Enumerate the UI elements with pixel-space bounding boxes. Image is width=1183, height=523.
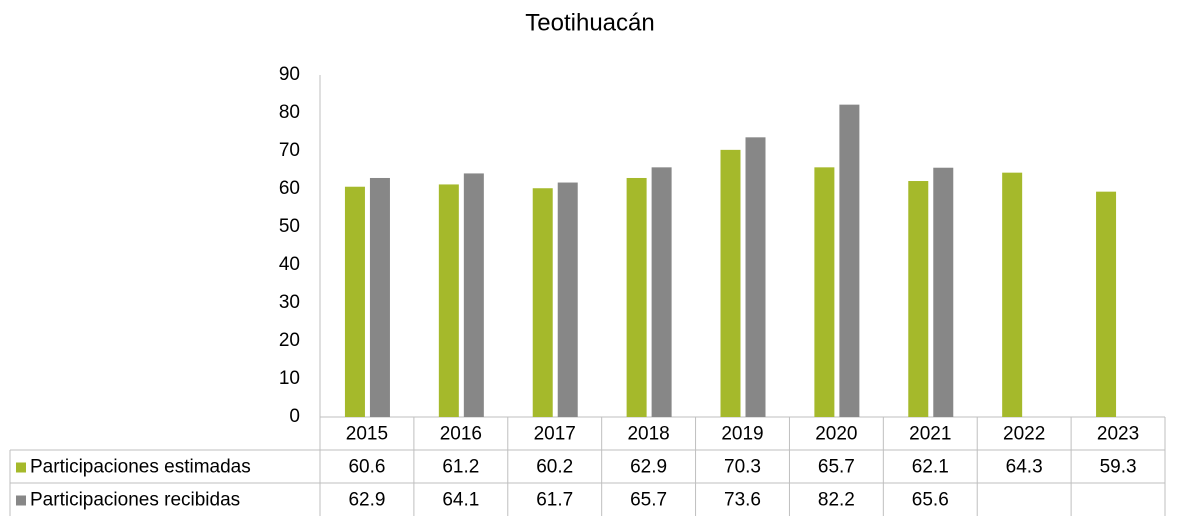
- bar: [720, 149, 741, 418]
- x-tick-label: 2022: [1003, 424, 1045, 445]
- x-tick-label: 2021: [909, 424, 951, 445]
- legend-label: Participaciones recibidas: [30, 490, 240, 511]
- x-tick-label: 2019: [721, 424, 763, 445]
- bar: [344, 186, 365, 417]
- y-tick-label: 0: [289, 406, 300, 427]
- y-tick-label: 50: [279, 216, 300, 237]
- y-tick-label: 20: [279, 330, 300, 351]
- table-value: 61.2: [442, 457, 479, 478]
- y-tick-label: 30: [279, 292, 300, 313]
- x-tick-label: 2018: [627, 424, 669, 445]
- bar: [745, 137, 766, 417]
- x-tick-label: 2016: [440, 424, 482, 445]
- bar: [463, 173, 484, 417]
- legend-label: Participaciones estimadas: [30, 457, 251, 478]
- table-value: 62.1: [912, 457, 949, 478]
- legend-marker: [16, 462, 26, 473]
- bar: [933, 167, 954, 417]
- bar: [438, 184, 459, 417]
- x-tick-label: 2020: [815, 424, 857, 445]
- y-tick-label: 90: [279, 64, 300, 85]
- bar: [908, 181, 929, 417]
- y-tick-label: 40: [279, 254, 300, 275]
- table-value: 61.7: [536, 490, 573, 511]
- table-value: 65.7: [818, 457, 855, 478]
- bar: [1096, 191, 1117, 417]
- table-value: 64.1: [442, 490, 479, 511]
- table-value: 59.3: [1100, 457, 1137, 478]
- table-value: 60.2: [536, 457, 573, 478]
- chart-title: Teotihuacán: [525, 9, 654, 36]
- table-value: 73.6: [724, 490, 761, 511]
- x-tick-label: 2023: [1097, 424, 1139, 445]
- table-value: 65.6: [912, 490, 949, 511]
- bar: [839, 104, 860, 417]
- y-tick-label: 70: [279, 140, 300, 161]
- bar: [651, 167, 672, 417]
- table-value: 62.9: [630, 457, 667, 478]
- table-value: 70.3: [724, 457, 761, 478]
- x-tick-label: 2015: [346, 424, 388, 445]
- y-tick-label: 10: [279, 368, 300, 389]
- bar: [626, 177, 647, 417]
- table-value: 65.7: [630, 490, 667, 511]
- bar: [532, 188, 553, 417]
- table-value: 60.6: [348, 457, 385, 478]
- table-value: 64.3: [1006, 457, 1043, 478]
- bar: [369, 177, 390, 417]
- bar: [557, 182, 578, 417]
- y-tick-label: 60: [279, 178, 300, 199]
- legend-marker: [16, 495, 26, 506]
- y-tick-label: 80: [279, 102, 300, 123]
- bar: [1002, 172, 1023, 417]
- table-value: 82.2: [818, 490, 855, 511]
- x-tick-label: 2017: [534, 424, 576, 445]
- table-value: 62.9: [348, 490, 385, 511]
- bar: [814, 167, 835, 417]
